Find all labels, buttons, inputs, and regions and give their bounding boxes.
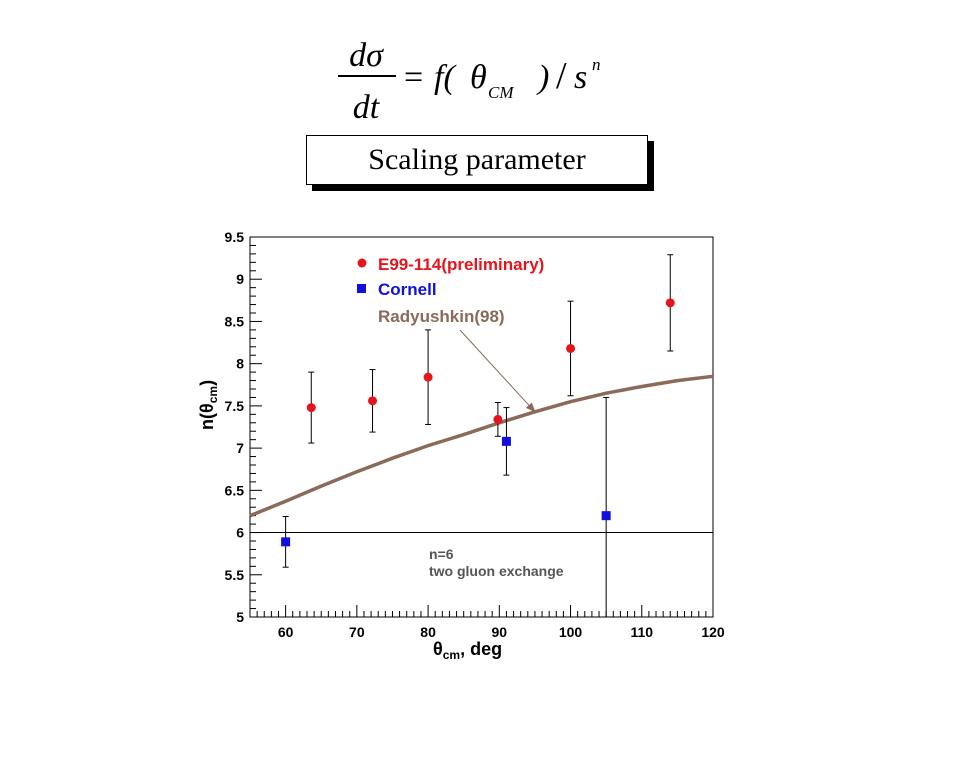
e99-114-point [423,372,433,382]
formula-equals: = [404,59,423,96]
formula-n-sup: n [592,55,601,74]
formula-slash: / [556,55,567,97]
y-tick-label: 5 [236,609,244,625]
annotation-two-gluon: two gluon exchange [429,563,564,579]
y-axis-label: n(θcm) [197,380,220,430]
formula-denominator: dt [353,89,381,126]
x-tick-label: 70 [349,624,365,640]
formula-numerator: dσ [349,37,384,74]
cross-section-formula: dσ dt = f( θ CM ) / s n [330,28,650,128]
formula-theta: θ [470,59,487,96]
curve-layer [249,374,714,518]
data-markers [281,298,675,547]
cornell-point [601,511,611,521]
e99-114-point [493,414,503,424]
y-tick-label: 6.5 [225,482,245,498]
legend-label-cornell: Cornell [378,280,437,299]
legend-label-radyushkin: Radyushkin(98) [378,307,505,326]
x-tick-label: 60 [278,624,294,640]
legend-marker-e99 [357,258,367,268]
annotation-arrow [459,329,536,413]
radyushkin-curve [249,374,714,518]
e99-114-point [566,343,576,353]
y-tick-label: 7.5 [225,398,245,414]
x-tick-labels: 60 70 80 90 100 110 120 [278,624,725,640]
legend-marker-cornell [357,284,366,293]
e99-114-point [665,298,675,308]
y-tick-label: 8 [236,356,244,372]
slide-title: Scaling parameter [368,143,586,176]
y-tick-label: 9.5 [225,229,245,245]
formula-svg: dσ dt = f( θ CM ) / s n [338,37,601,126]
y-tick-labels: 5 5.5 6 6.5 7 7.5 8 8.5 9 9.5 [225,229,245,625]
formula-f: f( [434,59,457,96]
y-tick-label: 5.5 [225,567,245,583]
formula-close: ) [536,59,549,96]
e99-114-point [306,403,316,413]
x-tick-label: 90 [492,624,508,640]
y-tick-label: 6 [236,525,244,541]
x-tick-label: 120 [701,624,725,640]
annotation-n6: n=6 [429,546,454,562]
x-tick-label: 110 [630,624,653,640]
y-tick-label: 8.5 [225,313,245,329]
legend: E99-114(preliminary) Cornell Radyushkin(… [357,255,544,326]
y-tick-label: 9 [236,271,244,287]
legend-label-e99: E99-114(preliminary) [378,255,544,274]
x-tick-label: 100 [559,624,583,640]
formula-theta-sub: CM [488,83,514,102]
cornell-point [281,537,291,547]
e99-114-point [368,396,378,406]
formula-s: s [574,59,587,96]
plot-frame [249,236,714,618]
cornell-point [501,436,511,446]
title-box: Scaling parameter [306,135,648,185]
x-axis-label: θcm, deg [433,639,502,662]
y-tick-label: 7 [236,440,244,456]
x-tick-label: 80 [420,624,436,640]
